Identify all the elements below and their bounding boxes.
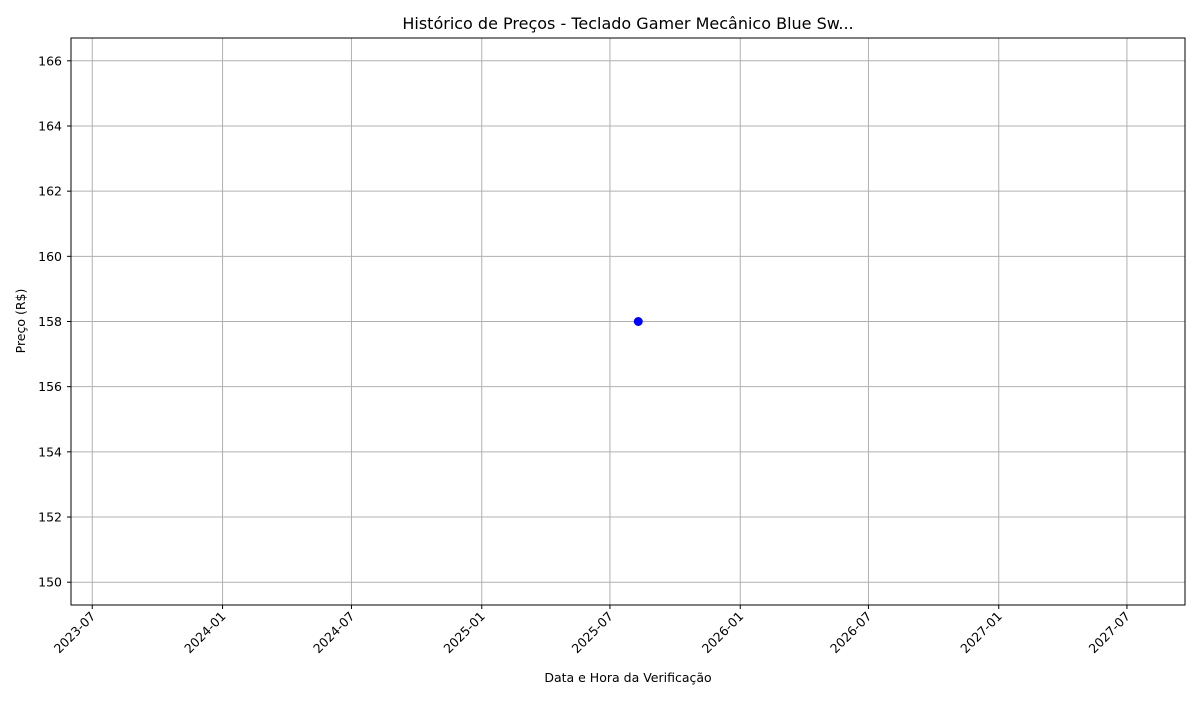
y-tick-label: 150 — [38, 575, 62, 590]
x-tick-label: 2026-07 — [827, 609, 875, 657]
y-tick-label: 158 — [38, 314, 62, 329]
data-points — [633, 317, 643, 326]
y-tick-label: 162 — [38, 184, 62, 199]
plot-area-frame — [70, 37, 1186, 606]
x-axis-label: Data e Hora da Verificação — [544, 670, 711, 685]
chart-title: Histórico de Preços - Teclado Gamer Mecâ… — [402, 14, 853, 33]
x-axis-ticks: 2023-07 2024-01 2024-07 2025-01 2025-07 2026-… — [51, 605, 1133, 656]
data-point — [633, 317, 643, 326]
x-tick-label: 2024-07 — [310, 609, 358, 657]
x-tick-label: 2025-01 — [440, 609, 488, 657]
y-tick-label: 166 — [38, 53, 62, 68]
y-tick-label: 154 — [38, 444, 62, 459]
x-tick-label: 2026-01 — [699, 609, 747, 657]
y-axis-ticks: 150 152 154 156 158 160 162 164 166 — [38, 53, 71, 590]
y-tick-label: 156 — [38, 379, 62, 394]
y-tick-label: 152 — [38, 510, 62, 525]
y-tick-label: 160 — [38, 249, 62, 264]
y-axis-label: Preço (R$) — [13, 289, 28, 354]
x-tick-label: 2027-01 — [957, 609, 1005, 657]
x-tick-label: 2024-01 — [181, 609, 229, 657]
x-tick-label: 2027-07 — [1086, 609, 1134, 657]
x-tick-label: 2023-07 — [51, 609, 99, 657]
y-tick-label: 164 — [38, 118, 62, 133]
grid — [71, 38, 1185, 605]
x-tick-label: 2025-07 — [569, 609, 617, 657]
